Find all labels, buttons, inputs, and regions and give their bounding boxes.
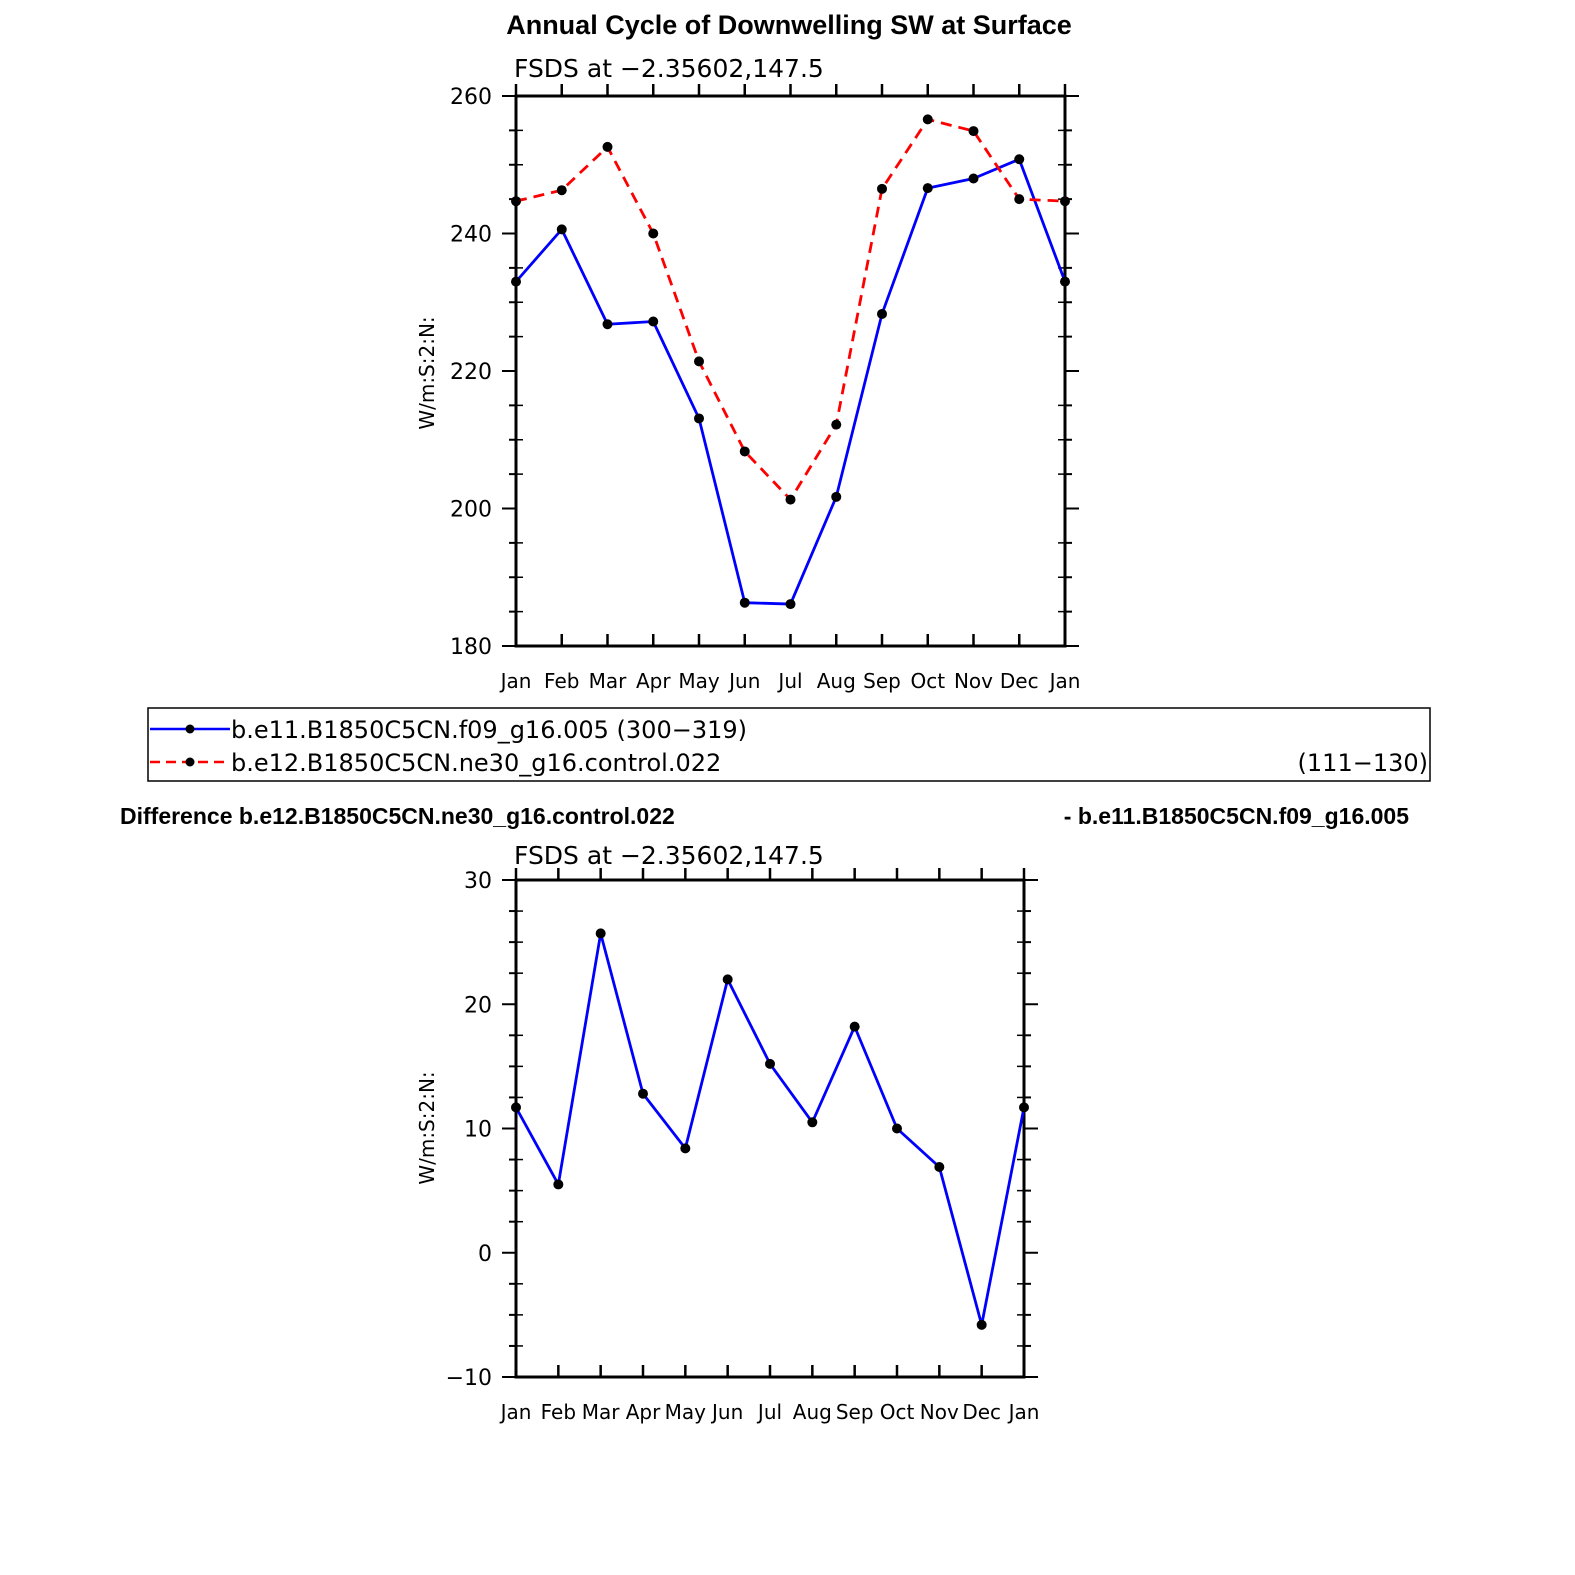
chart1-series-1-point — [877, 308, 887, 319]
chart1-series-1-point — [968, 173, 979, 184]
chart1-series-1-point — [648, 316, 659, 327]
chart2-series-1-point — [595, 928, 606, 939]
difference-title-right: - b.e11.B1850C5CN.f09_g16.005 — [1064, 803, 1409, 829]
chart1-series-1-point — [556, 224, 567, 235]
legend-marker-1 — [185, 724, 195, 734]
chart1-series-1-point — [602, 319, 613, 330]
chart1-series-2-point — [739, 446, 750, 457]
chart2-plot-frame — [514, 878, 1026, 1379]
chart2-xtick-label: Sep — [836, 1400, 874, 1424]
chart1-series-1-point — [922, 183, 933, 194]
chart1-xtick-label: Jan — [499, 669, 532, 693]
chart1-series-1-point — [511, 276, 521, 287]
chart1-xtick-label: Sep — [863, 669, 901, 693]
chart1-series-2-point — [831, 419, 842, 430]
chart2-xtick-label: Jul — [756, 1400, 782, 1424]
chart2-ytick-label: 20 — [464, 993, 492, 1018]
chart2-xtick-label: May — [665, 1400, 707, 1424]
chart1-ylabel: W/m:S:2:N: — [415, 316, 439, 429]
chart1-series-1-point — [739, 597, 750, 608]
chart1-series-2-point — [648, 228, 659, 239]
legend-box — [147, 707, 1431, 782]
chart2-ytick-label: 10 — [464, 1118, 492, 1143]
chart2-series-1-point — [1019, 1102, 1029, 1113]
chart1-ytick-label: 180 — [450, 635, 492, 660]
chart2-series-1-point — [807, 1117, 818, 1128]
legend-label-2: b.e12.B1850C5CN.ne30_g16.control.022 — [231, 749, 721, 777]
chart1-series-2-point — [1014, 194, 1025, 205]
chart2-ytick-label: −10 — [446, 1366, 492, 1391]
chart2-xtick-label: Jun — [710, 1400, 743, 1424]
chart2-xtick-label: Jan — [1007, 1400, 1040, 1424]
chart1-series-1-point — [785, 599, 796, 610]
chart1-ytick-label: 200 — [450, 498, 492, 523]
chart1-series-2-point — [877, 183, 887, 194]
chart2-ytick-label: 30 — [464, 869, 492, 894]
annual-cycle-chart: FSDS at −2.35602,147.5 W/m:S:2:N: Jan Feb… — [415, 54, 1080, 693]
chart1-xtick-label: Jan — [1048, 669, 1081, 693]
difference-title-left: Difference b.e12.B1850C5CN.ne30_g16.cont… — [120, 803, 675, 829]
chart2-series-1-point — [849, 1021, 860, 1032]
chart2-series-1-point — [892, 1123, 902, 1134]
chart1-series-2-point — [1060, 196, 1070, 207]
chart1-series-2-point — [602, 141, 613, 152]
chart1-xtick-label: Aug — [817, 669, 856, 693]
chart2-subtitle: FSDS at −2.35602,147.5 — [514, 841, 824, 870]
chart1-xtick-label: Nov — [954, 669, 993, 693]
legend-marker-2 — [185, 757, 195, 767]
legend-label-1: b.e11.B1850C5CN.f09_g16.005 (300−319) — [231, 716, 747, 744]
chart1-series-2-point — [556, 185, 567, 196]
chart2-xtick-label: Dec — [962, 1400, 1001, 1424]
chart2-series-1-point — [934, 1162, 945, 1173]
chart1-ytick-label: 220 — [450, 360, 492, 385]
figure-title: Annual Cycle of Downwelling SW at Surfac… — [506, 10, 1072, 40]
legend: b.e11.B1850C5CN.f09_g16.005 (300−319) b.… — [147, 707, 1431, 782]
chart1-series-2-point — [511, 196, 521, 207]
chart1-series-1-point — [694, 413, 704, 424]
chart1-series-2-point — [694, 356, 704, 367]
chart1-xtick-label: Jul — [776, 669, 802, 693]
chart2-series-1-point — [638, 1088, 648, 1099]
chart2-ytick-label: 0 — [478, 1242, 492, 1267]
chart2-xtick-label: Aug — [793, 1400, 832, 1424]
legend-suffix-2: (111−130) — [1298, 749, 1428, 777]
chart2-xtick-label: Oct — [880, 1400, 915, 1424]
chart2-ylabel: W/m:S:2:N: — [415, 1071, 439, 1184]
chart2-series-1-point — [765, 1058, 775, 1069]
chart1-ytick-label: 260 — [450, 85, 492, 110]
chart2-xtick-label: Mar — [582, 1400, 621, 1424]
chart2-xtick-label: Jan — [499, 1400, 532, 1424]
chart2-series-1-line — [514, 932, 1026, 1327]
difference-chart: FSDS at −2.35602,147.5 W/m:S:2:N: Jan Feb… — [415, 841, 1039, 1424]
chart2-series-1-point — [976, 1319, 987, 1330]
chart2-series-1-point — [680, 1143, 691, 1154]
chart1-series-2-point — [968, 126, 979, 137]
chart1-xtick-label: May — [678, 669, 720, 693]
chart2-series-1-point — [553, 1179, 564, 1190]
chart1-series-1-line — [514, 157, 1067, 606]
chart1-xtick-label: Jun — [727, 669, 760, 693]
chart1-series-1-point — [1060, 276, 1070, 287]
chart1-series-2-point — [785, 494, 796, 505]
chart2-series-1-point — [722, 974, 733, 985]
chart1-xtick-label: Oct — [910, 669, 945, 693]
chart1-ytick-label: 240 — [450, 223, 492, 248]
chart1-series-1-point — [831, 491, 842, 502]
chart1-subtitle: FSDS at −2.35602,147.5 — [514, 54, 824, 83]
chart2-xtick-label: Nov — [920, 1400, 959, 1424]
chart1-xtick-label: Dec — [1000, 669, 1039, 693]
chart2-series-1-point — [511, 1102, 521, 1113]
chart1-series-2-point — [922, 114, 933, 125]
chart1-plot-frame — [514, 94, 1067, 648]
chart1-series-2-line — [515, 117, 1066, 501]
chart1-xtick-label: Mar — [589, 669, 628, 693]
chart1-xtick-label: Feb — [544, 669, 579, 693]
chart2-xtick-label: Apr — [626, 1400, 661, 1424]
chart1-series-1-point — [1014, 154, 1025, 165]
chart1-xtick-label: Apr — [636, 669, 671, 693]
chart2-xtick-label: Feb — [541, 1400, 576, 1424]
